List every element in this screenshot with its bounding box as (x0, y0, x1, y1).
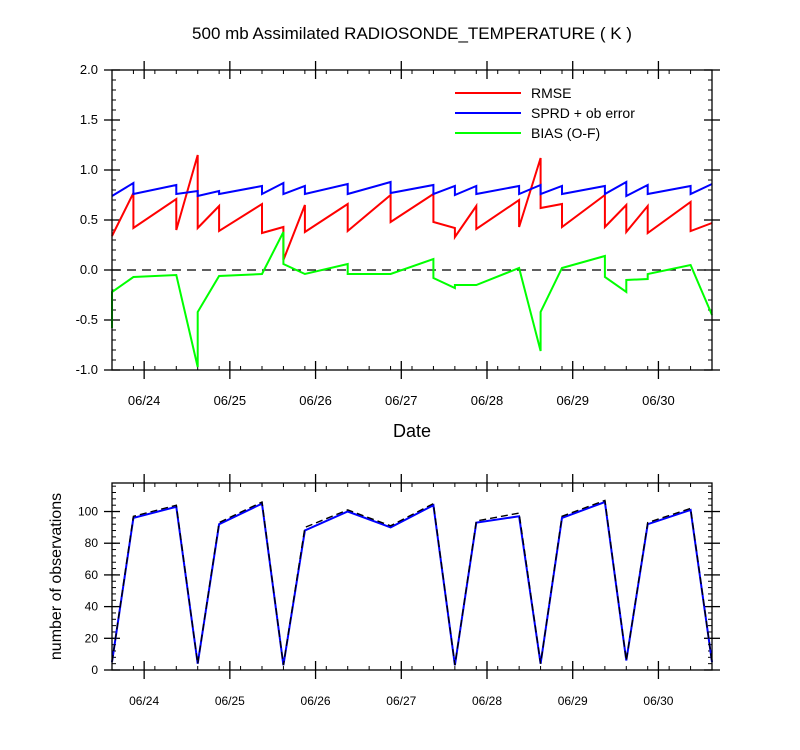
y-tick-label: -0.5 (76, 312, 98, 327)
legend-label: SPRD + ob error (531, 105, 635, 121)
x-tick-label: 06/25 (215, 694, 245, 708)
y-tick-label: 80 (85, 536, 99, 550)
x-axis-label: Date (393, 421, 431, 441)
y-tick-label: 20 (85, 631, 99, 645)
x-tick-label: 06/24 (128, 393, 161, 408)
chart-title: 500 mb Assimilated RADIOSONDE_TEMPERATUR… (192, 24, 632, 43)
y-tick-label: 2.0 (80, 62, 98, 77)
x-tick-label: 06/29 (556, 393, 589, 408)
x-tick-label: 06/27 (385, 393, 418, 408)
legend-label: RMSE (531, 85, 571, 101)
y-tick-label: 40 (85, 600, 99, 614)
series-line-observations-used (111, 500, 713, 666)
legend: RMSE SPRD + ob error BIAS (O-F) (455, 85, 635, 141)
y-tick-label: 0 (91, 663, 98, 677)
top-plot-frame (111, 69, 713, 371)
x-tick-label: 06/26 (301, 694, 331, 708)
x-tick-label: 06/29 (558, 694, 588, 708)
bottom-plot-frame (111, 482, 713, 671)
y-tick-label: 60 (85, 568, 99, 582)
x-tick-label: 06/30 (642, 393, 675, 408)
y-tick-label: 1.5 (80, 112, 98, 127)
x-tick-label: 06/28 (471, 393, 504, 408)
y-axis-label: number of observations (48, 493, 65, 660)
series-line-bias-o-f (111, 231, 713, 368)
x-tick-label: 06/28 (472, 694, 502, 708)
y-tick-label: 0.0 (80, 262, 98, 277)
y-tick-label: 1.0 (80, 162, 98, 177)
x-tick-label: 06/26 (299, 393, 332, 408)
legend-label: BIAS (O-F) (531, 125, 600, 141)
series-line-rmse (111, 154, 713, 261)
x-tick-label: 06/25 (214, 393, 247, 408)
x-tick-label: 06/27 (386, 694, 416, 708)
x-tick-label: 06/30 (643, 694, 673, 708)
x-tick-label: 06/24 (129, 694, 159, 708)
y-tick-label: -1.0 (76, 362, 98, 377)
series-line-sprd-ob-error (111, 180, 713, 198)
series-line-observations-possible (111, 499, 713, 666)
y-tick-label: 100 (78, 505, 98, 519)
y-tick-label: 0.5 (80, 212, 98, 227)
